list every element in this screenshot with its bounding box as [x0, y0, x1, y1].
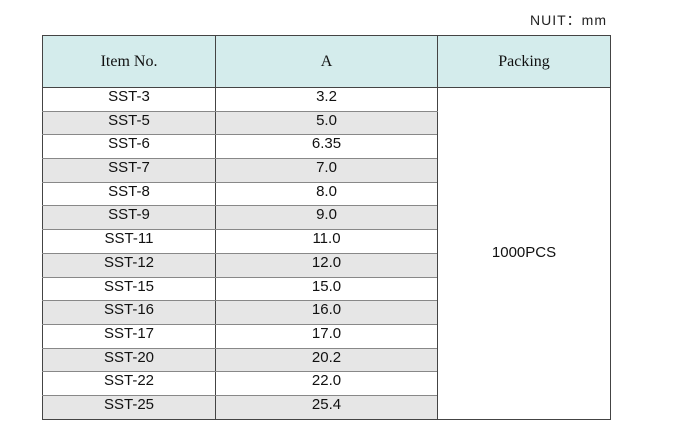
- item-cell: SST-3: [42, 87, 216, 112]
- header-cell: A: [215, 35, 438, 88]
- item-cell: SST-22: [42, 371, 216, 396]
- table-row: SST-12 12.0: [42, 253, 611, 278]
- value-cell: 11.0: [215, 229, 438, 254]
- item-cell: SST-9: [42, 205, 216, 231]
- table-row: SST-20 20.2: [42, 348, 611, 373]
- item-cell: SST-6: [42, 134, 216, 160]
- value-cell: 17.0: [215, 324, 438, 349]
- value-cell: 20.2: [215, 348, 438, 373]
- header-row: Item No. A Packing: [42, 35, 611, 88]
- item-cell: SST-7: [42, 158, 216, 183]
- value-cell: 5.0: [215, 111, 438, 136]
- table-row: SST-22 22.0: [42, 371, 611, 396]
- table-header: Item No. A Packing: [42, 35, 611, 88]
- value-cell: 6.35: [215, 134, 438, 160]
- spec-table: Item No. A Packing SST-3 3.2 1000PCS SST-5 5…: [42, 35, 611, 420]
- value-cell: 8.0: [215, 182, 438, 207]
- item-cell: SST-8: [42, 182, 216, 207]
- value-cell: 16.0: [215, 300, 438, 325]
- value-cell: 25.4: [215, 395, 438, 420]
- item-cell: SST-5: [42, 111, 216, 136]
- table-row: SST-6 6.35: [42, 134, 611, 160]
- table-row: SST-3 3.2 1000PCS: [42, 87, 611, 420]
- value-cell: 22.0: [215, 371, 438, 396]
- table-row: SST-8 8.0: [42, 182, 611, 207]
- table-row: SST-9 9.0: [42, 205, 611, 231]
- item-cell: SST-16: [42, 300, 216, 325]
- item-cell: SST-17: [42, 324, 216, 349]
- header-cell: Packing: [437, 35, 611, 88]
- packing-cell: 1000PCS: [437, 87, 611, 420]
- item-cell: SST-25: [42, 395, 216, 420]
- value-cell: 3.2: [215, 87, 438, 112]
- unit-label: NUIT：mm: [530, 12, 607, 28]
- value-cell: 12.0: [215, 253, 438, 278]
- header-cell: Item No.: [42, 35, 216, 88]
- table-row: SST-5 5.0: [42, 111, 611, 136]
- table-row: SST-17 17.0: [42, 324, 611, 349]
- value-cell: 15.0: [215, 277, 438, 302]
- value-cell: 9.0: [215, 205, 438, 231]
- item-cell: SST-20: [42, 348, 216, 373]
- table-body: SST-3 3.2 1000PCS SST-5 5.0 SST-6 6.35 SST-7 7.0…: [42, 87, 611, 420]
- table-row: SST-16 16.0: [42, 300, 611, 325]
- item-cell: SST-11: [42, 229, 216, 254]
- item-cell: SST-15: [42, 277, 216, 302]
- table-row: SST-7 7.0: [42, 158, 611, 183]
- table-row: SST-11 11.0: [42, 229, 611, 254]
- value-cell: 7.0: [215, 158, 438, 183]
- item-cell: SST-12: [42, 253, 216, 278]
- table-row: SST-15 15.0: [42, 277, 611, 302]
- table-row: SST-25 25.4: [42, 395, 611, 420]
